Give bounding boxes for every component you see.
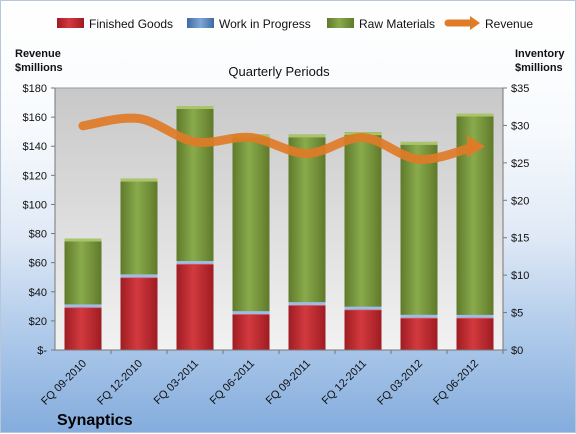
left-tick-label: $40: [29, 287, 47, 299]
revenue-point-8: [474, 145, 476, 147]
right-axis-title-line1: Inventory: [515, 48, 565, 60]
x-tick-label: FQ 03-2012: [375, 358, 425, 408]
right-tick-label: $10: [511, 270, 529, 282]
revenue-point-5: [306, 153, 308, 154]
legend-swatch-raw-materials: [327, 18, 354, 28]
legend-arrow-revenue: [470, 16, 480, 30]
bar-finished-goods-8: [456, 315, 494, 350]
bar-cap-raw-materials-1: [64, 238, 102, 242]
bar-raw-materials-4: [232, 134, 270, 312]
revenue-point-2: [138, 118, 140, 120]
revenue-line-layer: [78, 113, 485, 164]
revenue-line: [78, 113, 480, 164]
bar-cap-work-in-progress-1: [64, 304, 102, 308]
right-tick-label: $5: [511, 308, 523, 320]
bar-cap-work-in-progress-3: [176, 260, 214, 264]
company-name: Synaptics: [57, 412, 133, 429]
x-tick-label: FQ 03-2011: [152, 358, 201, 407]
revenue-point-7: [418, 158, 420, 160]
right-tick-label: $15: [511, 233, 529, 245]
bar-cap-raw-materials-2: [120, 178, 158, 182]
left-tick-label: $180: [23, 83, 47, 95]
bar-finished-goods-6: [344, 307, 382, 350]
left-tick-label: $120: [23, 170, 47, 182]
bar-cap-work-in-progress-7: [400, 314, 438, 318]
left-tick-label: $60: [29, 258, 47, 270]
revenue-point-1: [82, 125, 84, 127]
bar-cap-raw-materials-8: [456, 113, 494, 117]
bar-cap-work-in-progress-6: [344, 306, 382, 310]
x-tick-label: FQ 06-2012: [431, 358, 481, 408]
left-axis-title-line1: Revenue: [15, 48, 61, 60]
bar-finished-goods-7: [400, 315, 438, 350]
bars-layer: [64, 106, 494, 350]
bar-raw-materials-3: [176, 106, 214, 261]
legend-swatch-work-in-progress: [187, 18, 214, 28]
bar-finished-goods-1: [64, 305, 102, 350]
revenue-point-3: [194, 141, 196, 143]
left-tick-label: $140: [23, 141, 47, 153]
bar-raw-materials-2: [120, 178, 158, 275]
bar-cap-work-in-progress-2: [120, 274, 158, 278]
bar-raw-materials-5: [288, 134, 326, 303]
bar-finished-goods-4: [232, 311, 270, 350]
x-tick-label: FQ 09-2011: [264, 358, 313, 407]
x-tick-label: FQ 12-2011: [320, 358, 369, 407]
revenue-point-6: [362, 137, 364, 138]
bar-raw-materials-7: [400, 141, 438, 315]
chart-title: Quarterly Periods: [228, 64, 330, 79]
bar-cap-raw-materials-5: [288, 134, 326, 138]
left-tick-label: $-: [37, 345, 47, 357]
revenue-point-4: [250, 137, 252, 138]
bar-raw-materials-1: [64, 238, 102, 305]
bar-cap-work-in-progress-8: [456, 314, 494, 318]
x-tick-label: FQ 12-2010: [95, 358, 145, 408]
right-tick-label: $25: [511, 158, 529, 170]
left-tick-label: $80: [29, 229, 47, 241]
bar-cap-work-in-progress-4: [232, 311, 270, 315]
revenue-line-arrowhead: [467, 135, 485, 158]
right-tick-label: $35: [511, 83, 529, 95]
x-tick-label: FQ 09-2010: [39, 358, 89, 408]
legend-label-work-in-progress: Work in Progress: [219, 17, 311, 31]
bar-raw-materials-6: [344, 132, 382, 307]
legend-swatch-finished-goods: [57, 18, 84, 28]
right-axis-title-line2: $millions: [515, 62, 563, 74]
right-tick-label: $20: [511, 195, 529, 207]
x-tick-label: FQ 06-2011: [208, 358, 257, 407]
legend-label-raw-materials: Raw Materials: [359, 17, 435, 31]
bar-finished-goods-5: [288, 302, 326, 350]
left-tick-label: $160: [23, 112, 47, 124]
left-tick-label: $20: [29, 316, 47, 328]
right-tick-label: $0: [511, 345, 523, 357]
bar-cap-work-in-progress-5: [288, 302, 326, 306]
bar-finished-goods-2: [120, 275, 158, 350]
bar-cap-raw-materials-7: [400, 141, 438, 145]
legend-label-revenue: Revenue: [485, 17, 533, 31]
left-tick-label: $100: [23, 199, 47, 211]
legend: Finished Goods Work in Progress Raw Materi…: [57, 16, 533, 31]
left-axis-title-line2: $millions: [15, 62, 63, 74]
right-tick-label: $30: [511, 120, 529, 132]
bar-finished-goods-3: [176, 261, 214, 350]
bar-cap-raw-materials-3: [176, 106, 214, 109]
legend-label-finished-goods: Finished Goods: [89, 17, 173, 31]
